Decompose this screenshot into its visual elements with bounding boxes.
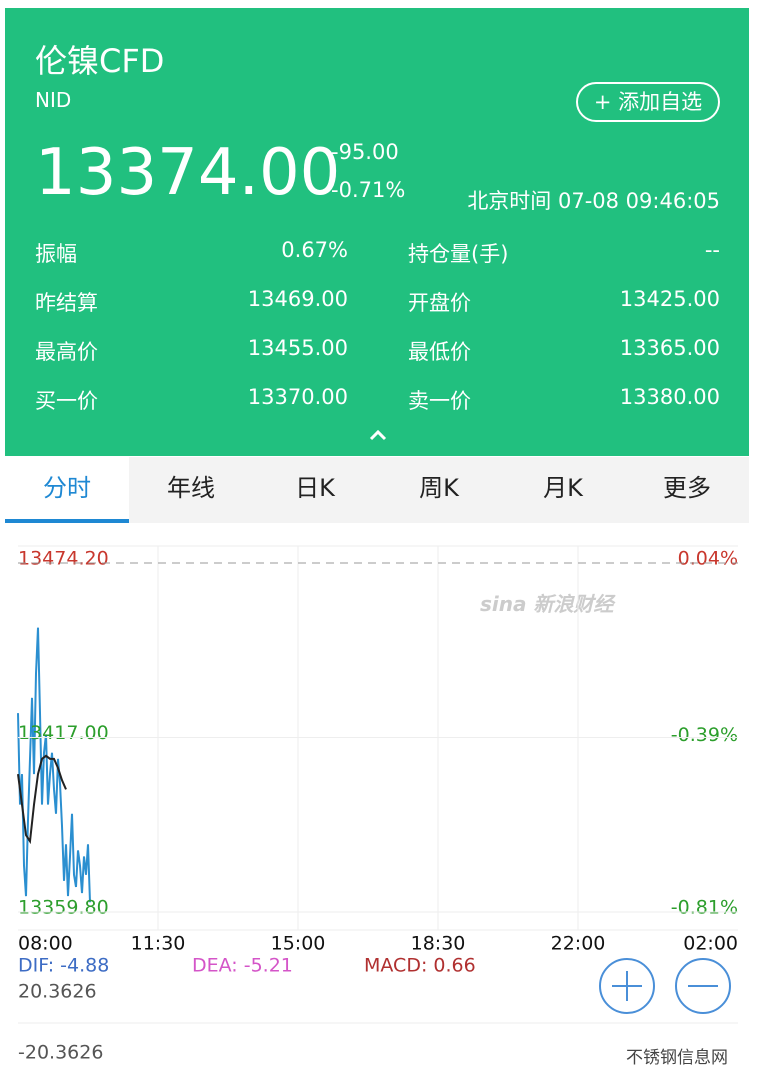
dif-label: DIF: -4.88 — [18, 955, 109, 977]
stat-label: 最低价 — [408, 340, 471, 364]
stat-label: 昨结算 — [35, 291, 98, 315]
macd-label: MACD: 0.66 — [364, 955, 476, 977]
stat-value: 13425.00 — [619, 287, 720, 311]
time: 北京时间 07-08 09:46:05 — [467, 189, 720, 213]
watermark: sina 新浪财经 — [480, 592, 614, 616]
zoom-in[interactable] — [599, 958, 655, 1014]
x-tick-label: 18:30 — [411, 933, 466, 955]
change-pct: -0.71% — [331, 178, 406, 202]
tab[interactable]: 更多 — [625, 457, 749, 523]
stat-value: 13370.00 — [247, 385, 348, 409]
collapse-arrow[interactable] — [368, 428, 388, 442]
code: NID — [35, 88, 72, 112]
stat-label: 振幅 — [35, 242, 77, 266]
title: 伦镍CFD — [35, 42, 165, 80]
stat-label: 卖一价 — [408, 389, 471, 413]
y-tick-label: 13474.20 — [18, 548, 109, 570]
x-tick-label: 11:30 — [131, 933, 186, 955]
dea-label: DEA: -5.21 — [192, 955, 293, 977]
tab[interactable]: 分时 — [5, 457, 129, 523]
stat-value: 13365.00 — [619, 336, 720, 360]
y-tick-label: 13359.80 — [18, 897, 109, 919]
stat-value: 0.67% — [281, 238, 348, 262]
tab[interactable]: 日K — [253, 457, 377, 523]
y2-tick-label: -0.39% — [671, 724, 738, 746]
x-tick-label: 22:00 — [551, 933, 606, 955]
stat-label: 持仓量(手) — [408, 242, 509, 266]
stat-value: -- — [704, 238, 720, 262]
stat-label: 最高价 — [35, 340, 98, 364]
stat-value: 13469.00 — [247, 287, 348, 311]
y-tick-label: 13417.00 — [18, 722, 109, 744]
macd-top: 20.3626 — [18, 981, 97, 1003]
y2-tick-label: 0.04% — [678, 548, 738, 570]
stat-value: 13455.00 — [247, 336, 348, 360]
change: -95.00 — [331, 140, 399, 164]
tab[interactable]: 周K — [377, 457, 501, 523]
quote-header: 伦镍CFD NID + 添加自选 13374.00 -95.00 -0.71% … — [5, 8, 749, 456]
zoom-out[interactable] — [675, 958, 731, 1014]
price-line — [17, 627, 91, 903]
x-tick-label: 02:00 — [683, 933, 738, 955]
average-line — [17, 754, 67, 845]
y2-tick-label: -0.81% — [671, 897, 738, 919]
price: 13374.00 — [35, 136, 341, 210]
footer: 不锈钢信息网 — [626, 1048, 728, 1068]
x-tick-label: 15:00 — [271, 933, 326, 955]
add-button[interactable]: + 添加自选 — [576, 82, 720, 122]
stat-value: 13380.00 — [619, 385, 720, 409]
x-tick-label: 08:00 — [18, 933, 73, 955]
stat-label: 开盘价 — [408, 291, 471, 315]
tab[interactable]: 月K — [501, 457, 625, 523]
stat-label: 买一价 — [35, 389, 98, 413]
tab[interactable]: 年线 — [129, 457, 253, 523]
macd-bottom: -20.3626 — [18, 1042, 103, 1064]
